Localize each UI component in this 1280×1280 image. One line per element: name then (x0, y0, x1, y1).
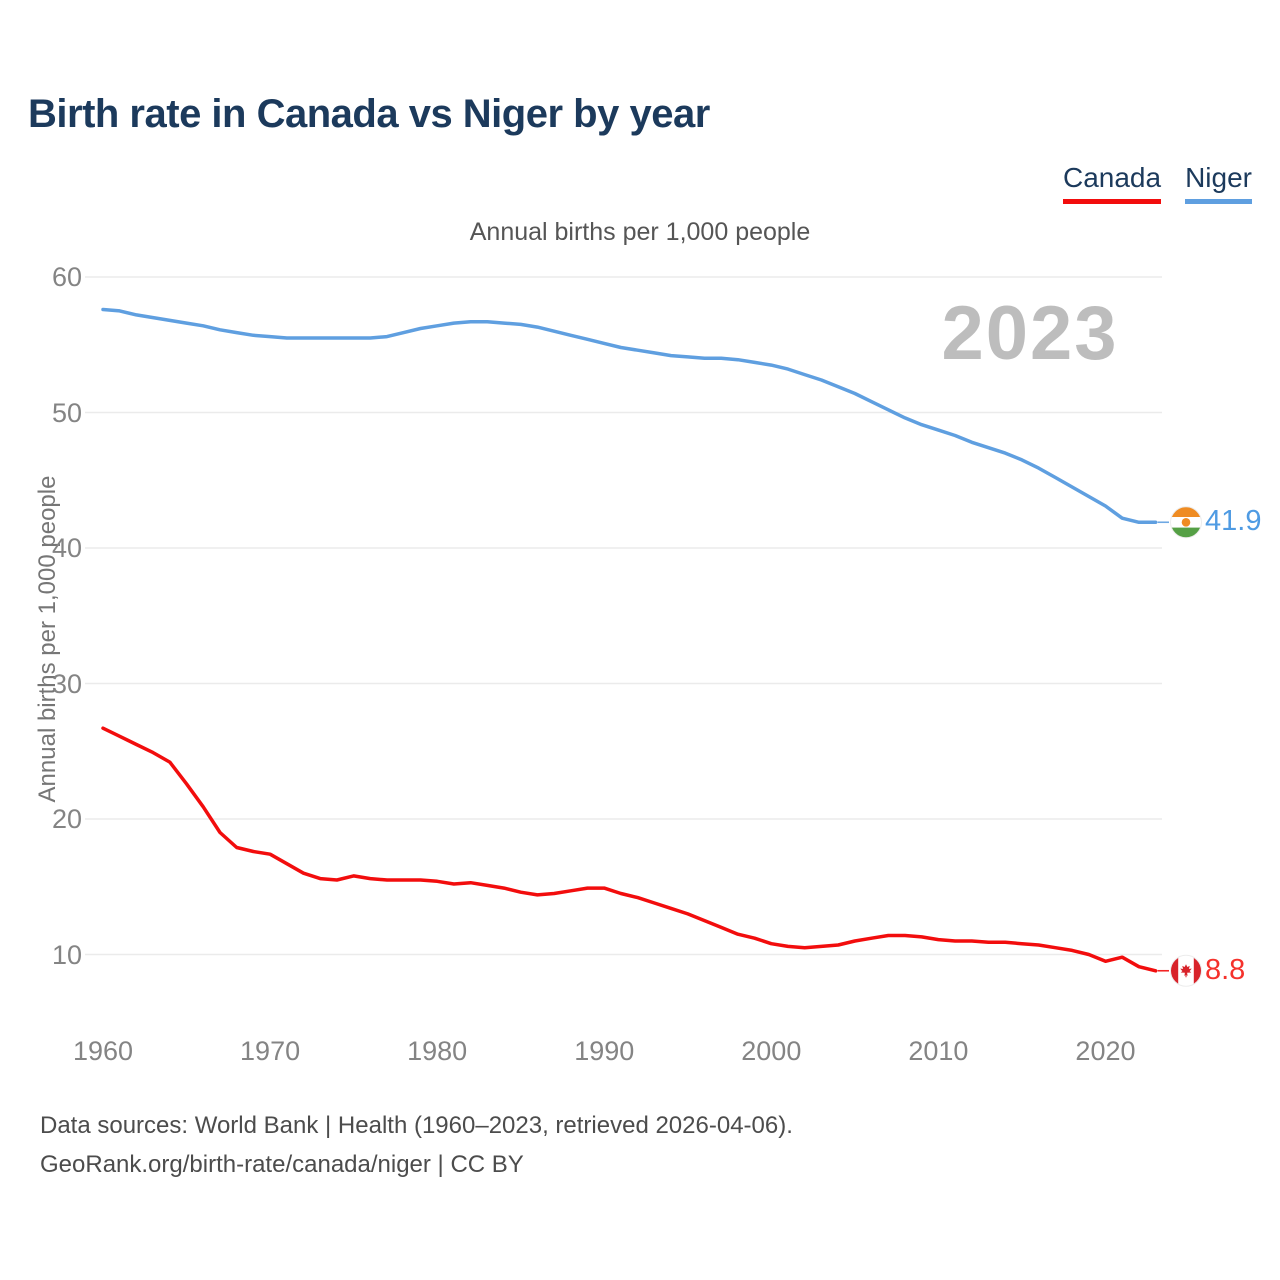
data-source-line1: Data sources: World Bank | Health (1960–… (40, 1112, 793, 1139)
y-axis-title: Annual births per 1,000 people (34, 475, 61, 803)
y-tick-label: 30 (51, 668, 82, 699)
y-tick-label: 40 (51, 533, 82, 563)
niger-flag-icon (1169, 505, 1203, 539)
x-tick-label: 1980 (407, 1036, 468, 1066)
legend: Canada Niger (1062, 162, 1252, 204)
niger-end-value-label: 41.9 (1205, 505, 1262, 538)
x-tick-label: 2000 (741, 1036, 802, 1066)
x-tick-label: 2020 (1075, 1036, 1136, 1066)
x-tick-label: 1990 (574, 1036, 635, 1066)
y-tick-label: 10 (51, 939, 82, 970)
x-tick-label: 1970 (240, 1036, 301, 1066)
watermark-year: 2023 (941, 291, 1119, 376)
data-series-lines (101, 307, 1169, 973)
gridlines (85, 276, 1162, 956)
legend-label-niger: Niger (1185, 162, 1252, 193)
page-title: Birth rate in Canada vs Niger by year (28, 92, 710, 136)
legend-item-canada[interactable]: Canada (1062, 162, 1162, 204)
chart-subtitle: Annual births per 1,000 people (469, 218, 811, 246)
y-tick-label: 60 (51, 262, 82, 292)
y-tick-label: 20 (51, 804, 82, 834)
legend-label-canada: Canada (1062, 162, 1162, 193)
y-tick-label: 50 (51, 397, 82, 428)
x-tick-label: 1960 (72, 1036, 134, 1066)
legend-item-niger[interactable]: Niger (1185, 162, 1252, 204)
canada-flag-icon (1169, 954, 1203, 988)
data-source-note: Data sources: World Bank | Health (1960–… (40, 1106, 793, 1184)
canada-end-value-label: 8.8 (1205, 953, 1246, 986)
x-tick-label: 2010 (908, 1036, 969, 1066)
data-source-line2: GeoRank.org/birth-rate/canada/niger | CC… (40, 1151, 524, 1178)
